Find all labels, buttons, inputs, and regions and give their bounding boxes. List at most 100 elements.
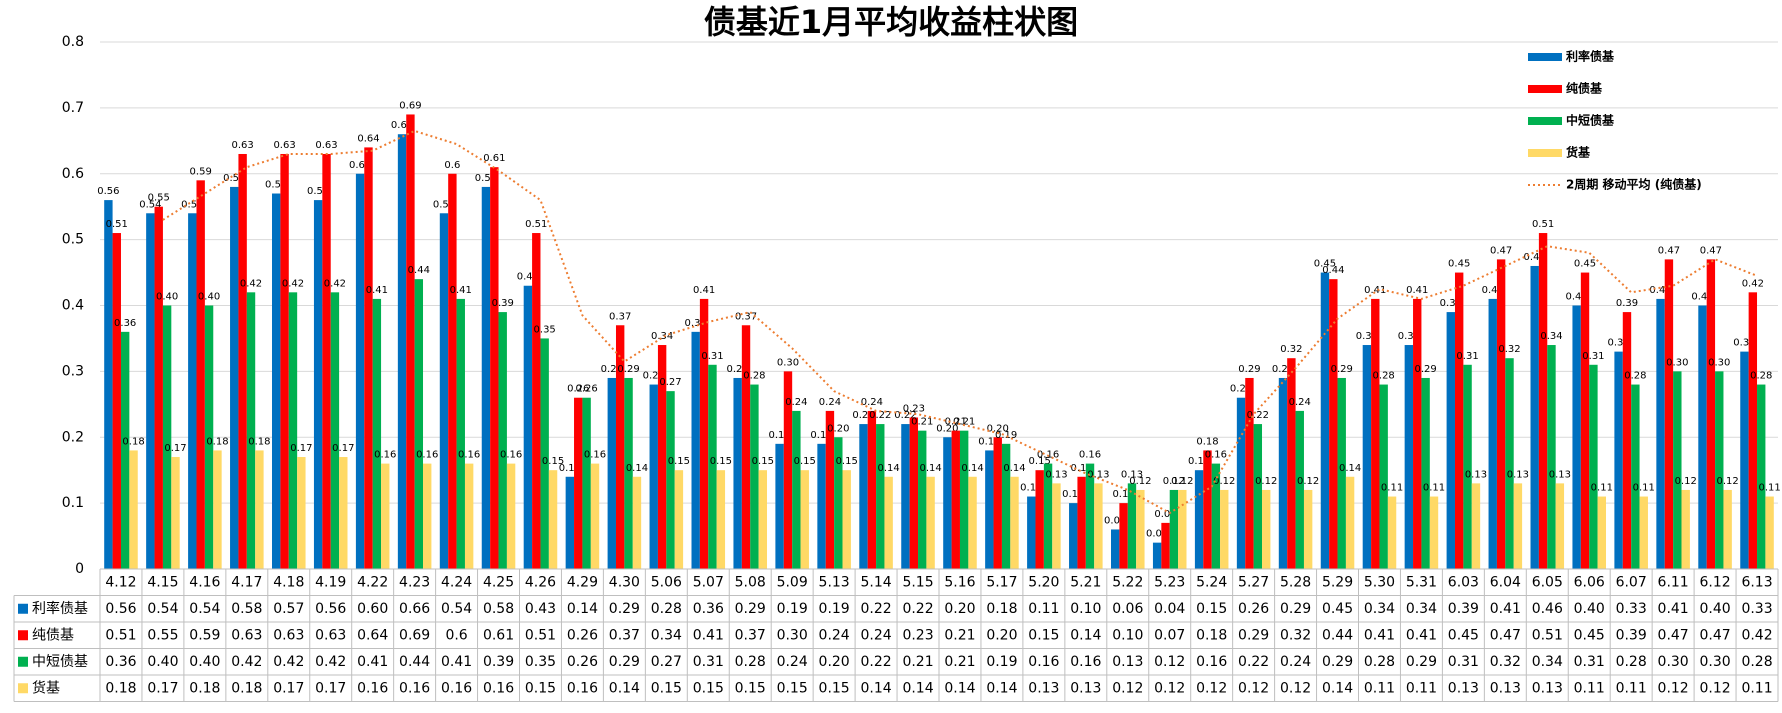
data-label: 0.39 (1616, 298, 1638, 309)
table-cell: 0.15 (1196, 601, 1227, 617)
bar (1110, 529, 1120, 569)
legend-key (1528, 117, 1562, 125)
data-label: 0.15 (836, 456, 858, 467)
bar (1631, 384, 1640, 569)
table-cell: 0.16 (1070, 654, 1101, 670)
table-cell: 0.15 (525, 680, 556, 696)
bar (985, 450, 994, 569)
bar (859, 424, 868, 569)
x-tick-label: 4.24 (441, 574, 472, 590)
data-label: 0.21 (953, 417, 975, 428)
data-label: 0.12 (1129, 476, 1151, 487)
bar (372, 298, 382, 569)
table-cell: 0.21 (944, 627, 975, 643)
bar (1488, 298, 1497, 569)
data-label: 0.15 (542, 456, 564, 467)
data-label: 0.06 (1104, 515, 1126, 526)
bar (1345, 476, 1355, 569)
data-label: 0.55 (148, 193, 170, 204)
table-key (18, 603, 28, 614)
table-cell: 0.29 (609, 654, 640, 670)
bar (1136, 489, 1145, 569)
data-label: 0.24 (785, 397, 807, 408)
x-tick-label: 4.22 (357, 574, 388, 590)
bar (397, 134, 407, 569)
data-label: 0.12 (1675, 476, 1697, 487)
table-cell: 0.42 (273, 654, 304, 670)
bar (699, 298, 709, 569)
bar (909, 417, 919, 569)
data-label: 0.23 (903, 403, 925, 414)
legend-label: 中短债基 (1566, 113, 1615, 128)
table-cell: 0.22 (860, 654, 891, 670)
data-label: 0.20 (827, 423, 849, 434)
table-cell: 0.23 (902, 627, 933, 643)
table-cell: 0.44 (399, 654, 430, 670)
bar (1572, 305, 1581, 569)
x-tick-label: 5.09 (777, 574, 808, 590)
legend-label: 货基 (1566, 145, 1591, 160)
data-label: 0.24 (861, 397, 883, 408)
bar (1245, 377, 1254, 569)
data-label: 0.10 (1112, 489, 1134, 500)
data-label: 0.57 (265, 180, 287, 191)
x-tick-label: 5.06 (651, 574, 682, 590)
table-cell: 0.33 (1616, 601, 1647, 617)
data-label: 0.42 (282, 278, 304, 289)
data-label: 0.16 (416, 450, 438, 461)
data-label: 0.19 (810, 430, 832, 441)
bar (1329, 279, 1338, 569)
data-label: 0.54 (181, 199, 203, 210)
table-cell: 0.14 (860, 680, 891, 696)
table-cell: 0.41 (1364, 627, 1395, 643)
bar (1740, 351, 1749, 569)
data-label: 0.15 (1029, 456, 1051, 467)
bar (1069, 503, 1078, 569)
data-label: 0.42 (1742, 278, 1764, 289)
data-label: 0.40 (1566, 292, 1588, 303)
data-label: 0.34 (651, 331, 673, 342)
table-cell: 0.15 (819, 680, 850, 696)
table-cell: 0.11 (1741, 680, 1772, 696)
data-label: 0.14 (1003, 463, 1025, 474)
bar (1513, 483, 1523, 569)
bar (1530, 265, 1539, 569)
bar (1295, 410, 1304, 569)
data-label: 0.35 (534, 324, 556, 335)
x-tick-label: 4.19 (315, 574, 346, 590)
bar (1010, 476, 1019, 569)
table-cell: 0.16 (357, 680, 388, 696)
data-label: 0.44 (1322, 265, 1344, 276)
table-cell: 0.42 (231, 654, 262, 670)
bar (792, 410, 801, 569)
data-label: 0.54 (433, 199, 455, 210)
data-label: 0.45 (1574, 259, 1596, 270)
bar (1287, 358, 1296, 569)
data-label: 0.29 (1414, 364, 1436, 375)
data-label: 0.29 (617, 364, 639, 375)
table-cell: 0.39 (1448, 601, 1479, 617)
bar (1337, 377, 1346, 569)
bar (1094, 483, 1103, 569)
bar (146, 213, 155, 569)
x-tick-label: 6.05 (1532, 574, 1563, 590)
table-cell: 0.63 (231, 627, 262, 643)
data-label: 0.33 (1607, 338, 1629, 349)
data-label: 0.15 (794, 456, 816, 467)
table-cell: 0.51 (105, 627, 136, 643)
bar (414, 279, 424, 569)
bar (112, 233, 121, 569)
data-label: 0.26 (567, 384, 589, 395)
x-tick-label: 5.07 (693, 574, 724, 590)
table-cell: 0.15 (777, 680, 808, 696)
bar (1371, 298, 1380, 569)
table-cell: 0.39 (1616, 627, 1647, 643)
data-label: 0.26 (575, 384, 597, 395)
data-label: 0.14 (919, 463, 941, 474)
table-cell: 0.42 (315, 654, 346, 670)
table-cell: 0.20 (944, 601, 975, 617)
data-label: 0.14 (626, 463, 648, 474)
table-cell: 0.58 (231, 601, 262, 617)
data-label: 0.17 (290, 443, 312, 454)
table-cell: 0.07 (1154, 627, 1185, 643)
